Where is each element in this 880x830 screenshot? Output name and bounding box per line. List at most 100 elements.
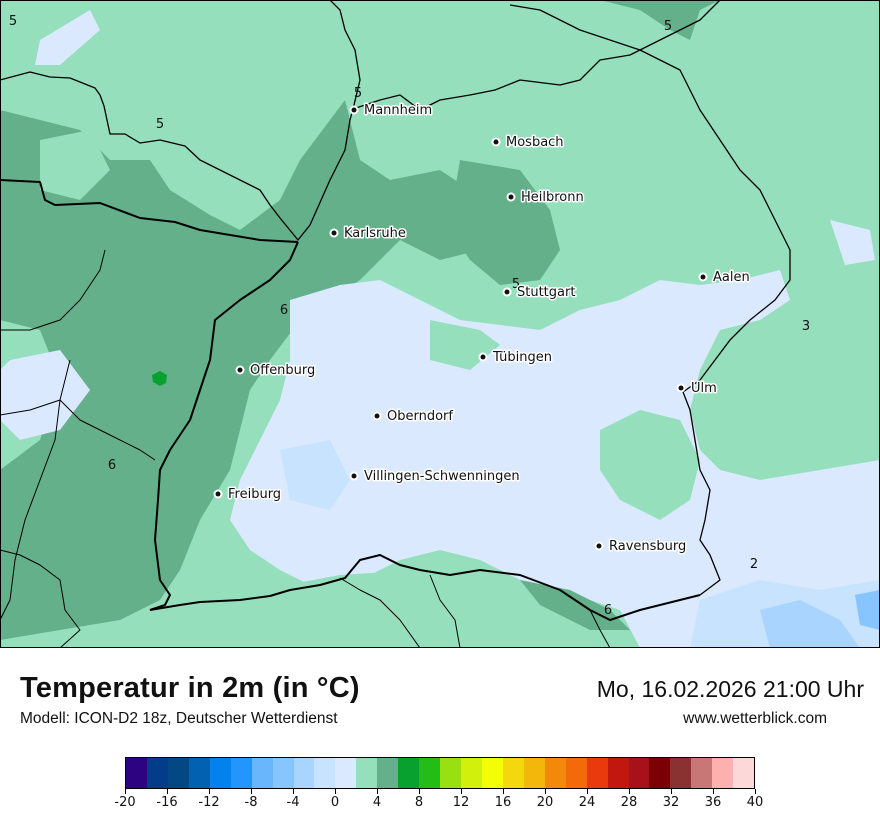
city-dot-icon: [678, 385, 684, 391]
region-border-3: [0, 359, 71, 621]
city-dot-icon: [596, 543, 602, 549]
colorbar-tick: [334, 789, 336, 794]
zone-nw-cold: [35, 10, 100, 65]
isoline-label: 3: [802, 319, 810, 334]
city-dot-icon: [700, 274, 706, 280]
city-label: Villingen-Schwenningen: [364, 469, 520, 484]
isoline-label: 6: [108, 458, 116, 473]
city-marker: Aalen: [698, 269, 751, 287]
colorbar-segment: [691, 758, 713, 788]
isoline-label: 6: [280, 303, 288, 318]
city-dot-icon: [504, 289, 510, 295]
national-border-switzerland: [149, 554, 701, 621]
colorbar-tick-label: 40: [746, 795, 764, 810]
city-dot-icon: [480, 354, 486, 360]
colorbar-segment: [670, 758, 692, 788]
city-marker: Mosbach: [491, 134, 565, 152]
colorbar-tick: [712, 789, 714, 794]
colorbar-segment: [356, 758, 378, 788]
zone-ne-cold: [830, 220, 875, 265]
zone-minus4-minus2-alps: [760, 600, 860, 648]
colorbar-segment: [419, 758, 441, 788]
colorbar-segment: [649, 758, 671, 788]
rhine-border: [149, 241, 299, 611]
region-border-1: [0, 249, 106, 331]
state-border-hessen: [349, 0, 721, 111]
city-dot-icon: [237, 367, 243, 373]
city-label: Mannheim: [364, 103, 432, 118]
colorbar-tick: [586, 789, 588, 794]
region-border-6: [429, 574, 461, 648]
colorbar-segment: [523, 758, 545, 788]
colorbar-tick: [754, 789, 756, 794]
city-label: Heilbronn: [521, 190, 584, 205]
colorbar-tick-label: -8: [244, 795, 258, 810]
colorbar-segment: [167, 758, 189, 788]
isoline-label: 5: [512, 277, 520, 292]
colorbar-segment: [377, 758, 399, 788]
chart-title: Temperatur in 2m (in °C): [20, 672, 360, 704]
region-border-2: [0, 399, 156, 461]
zone-8-10-spot: [152, 371, 167, 386]
colorbar-segment: [461, 758, 482, 788]
colorbar-tick-label: 0: [330, 795, 340, 810]
region-border-5: [339, 577, 421, 648]
colorbar-tick: [166, 789, 168, 794]
colorbar-tick-label: -12: [198, 795, 220, 810]
zone-minus2-0-blackforest: [280, 440, 350, 510]
colorbar-tick-label: 36: [704, 795, 722, 810]
colorbar-segment: [188, 758, 210, 788]
website-link[interactable]: www.wetterblick.com: [683, 710, 827, 727]
colorbar-segment: [293, 758, 315, 788]
city-label: Aalen: [713, 270, 750, 285]
zone-0-2-degrees: [230, 270, 880, 648]
colorbar-tick-label: 32: [662, 795, 680, 810]
city-marker: Ravensburg: [594, 538, 688, 556]
colorbar-tick: [418, 789, 420, 794]
zone-heilbronn-warm: [450, 160, 560, 285]
colorbar-segment: [565, 758, 587, 788]
borders: [0, 0, 791, 648]
city-dot-icon: [215, 491, 221, 497]
zone-patch-ulm: [600, 410, 700, 520]
colorbar-segment: [712, 758, 734, 788]
zone-6-8-degrees: [0, 100, 545, 640]
isoline-label: 5: [156, 117, 164, 132]
city-marker: Heilbronn: [506, 189, 585, 207]
colorbar-segment: [272, 758, 294, 788]
city-label: Karlsruhe: [344, 226, 406, 241]
colorbar-tick: [460, 789, 462, 794]
colorbar-tick-label: 8: [414, 795, 424, 810]
city-marker: Freiburg: [213, 486, 283, 504]
city-marker: Villingen-Schwenningen: [349, 468, 521, 486]
colorbar-tick-label: 20: [536, 795, 554, 810]
colorbar-segment: [607, 758, 629, 788]
region-border-4: [0, 549, 81, 648]
city-label: Oberndorf: [387, 409, 453, 424]
city-label: Stuttgart: [517, 285, 575, 300]
city-label: Freiburg: [228, 487, 281, 502]
colorbar-segment: [502, 758, 524, 788]
colorbar-segment: [628, 758, 650, 788]
colorbar-tick-label: 24: [578, 795, 596, 810]
city-marker: Ulm: [676, 380, 718, 398]
colorbar-segment: [335, 758, 357, 788]
colorbar-segment: [126, 758, 147, 788]
forecast-datetime: Mo, 16.02.2026 21:00 Uhr: [596, 676, 864, 702]
colorbar-segment: [544, 758, 566, 788]
colorbar-tick-label: 12: [452, 795, 470, 810]
city-dot-icon: [351, 107, 357, 113]
temperature-colorbar: [125, 757, 755, 789]
city-label: Tübingen: [492, 350, 552, 365]
city-marker: Karlsruhe: [329, 225, 407, 243]
colorbar-tick: [544, 789, 546, 794]
city-markers: Mannheim Mosbach Heilbronn Karlsruhe Aalen St…: [213, 102, 751, 556]
colorbar-segment: [251, 758, 273, 788]
colorbar-tick-label: 16: [494, 795, 512, 810]
colorbar-tick: [502, 789, 504, 794]
city-label: Ravensburg: [609, 539, 686, 554]
zone-south-strip: [160, 570, 640, 648]
isoline-label: 5: [354, 86, 362, 101]
colorbar-tick-label: -4: [286, 795, 300, 810]
isoline-label: 5: [9, 14, 17, 29]
